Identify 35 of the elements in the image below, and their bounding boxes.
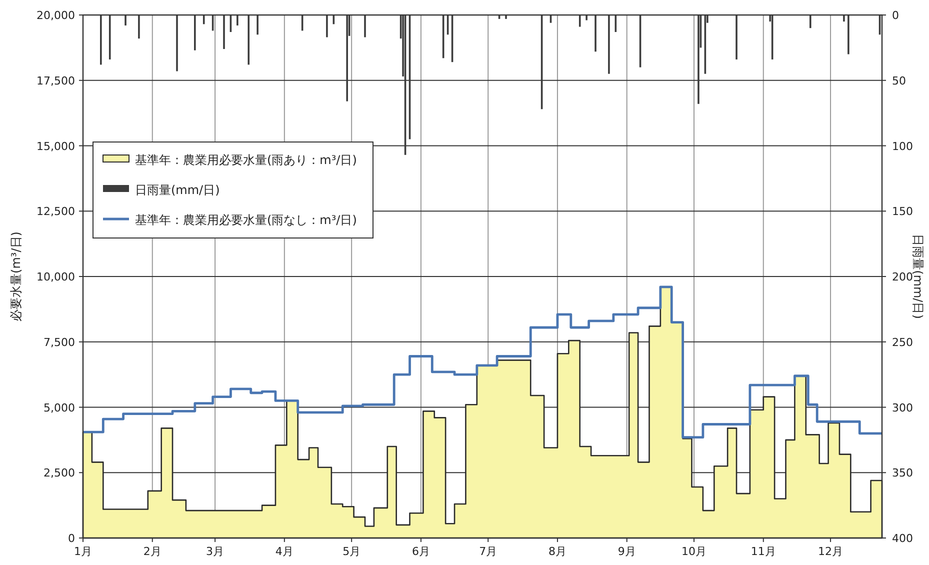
- y-tick-label: 20,000: [36, 9, 75, 22]
- legend-label: 基準年：農業用必要水量(雨あり：m³/日): [135, 153, 357, 167]
- y-tick-label: 17,500: [36, 74, 75, 88]
- x-tick-label: 7月: [479, 545, 498, 558]
- y-tick-label: 0: [68, 532, 75, 545]
- y2-tick-label: 250: [892, 336, 913, 349]
- x-tick-label: 8月: [548, 545, 566, 558]
- y2-tick-label: 400: [892, 532, 913, 545]
- y-axis-title: 必要水量(m³/日): [9, 232, 23, 322]
- y-tick-label: 10,000: [36, 270, 75, 284]
- x-tick-label: 4月: [275, 545, 294, 558]
- legend-label: 基準年：農業用必要水量(雨なし：m³/日): [135, 213, 357, 227]
- y2-tick-label: 150: [892, 205, 913, 218]
- x-tick-label: 5月: [342, 545, 361, 558]
- y-tick-label: 7,500: [44, 336, 75, 349]
- legend-label: 日雨量(mm/日): [135, 183, 220, 197]
- x-tick-label: 9月: [618, 545, 636, 558]
- y-tick-label: 2,500: [44, 466, 75, 480]
- y-tick-label: 15,000: [36, 140, 75, 153]
- y2-tick-label: 100: [892, 140, 913, 153]
- y-tick-label: 5,000: [44, 401, 75, 414]
- x-tick-label: 11月: [750, 545, 776, 558]
- x-tick-label: 1月: [74, 545, 92, 558]
- y2-tick-label: 50: [892, 74, 906, 88]
- y2-tick-label: 300: [892, 401, 913, 414]
- y-tick-label: 12,500: [36, 205, 75, 218]
- y2-axis-title: 日雨量(mm/日): [911, 234, 925, 319]
- x-tick-label: 10月: [682, 545, 706, 558]
- y2-tick-label: 0: [892, 9, 899, 22]
- x-tick-label: 2月: [143, 545, 162, 558]
- y2-tick-label: 200: [892, 270, 913, 284]
- x-tick-label: 6月: [412, 545, 430, 558]
- x-tick-label: 12月: [818, 545, 844, 558]
- x-tick-label: 3月: [206, 545, 224, 558]
- y2-tick-label: 350: [892, 466, 913, 480]
